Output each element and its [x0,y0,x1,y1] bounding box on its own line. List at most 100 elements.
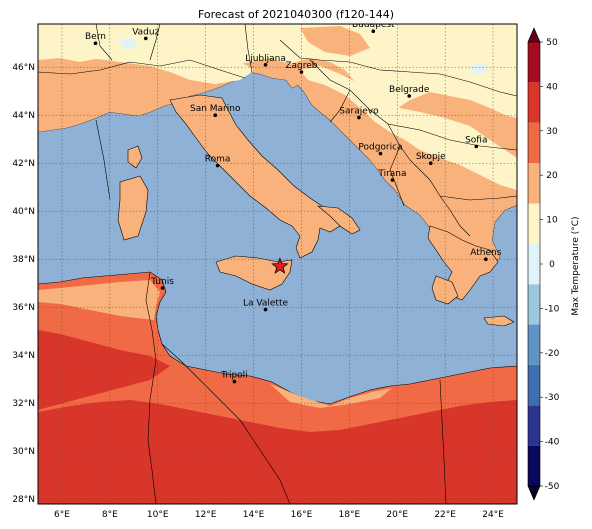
city-dot [371,29,376,33]
colorbar-band [528,284,540,325]
city-dot [213,113,218,117]
colorbar-band [528,122,540,164]
colorbar-band [528,82,540,123]
city-dot [215,163,220,168]
colorbar-band [528,445,540,486]
colorbar-band [528,364,540,406]
freezing-patch [118,38,138,50]
colorbar-band [528,163,540,204]
city-label: Belgrade [389,85,430,95]
crete [483,315,515,327]
x-tick-label: 10°E [147,510,169,520]
city-dot [263,63,268,67]
city-label: Zagreb [285,61,317,71]
colorbar-min-extend [527,485,541,501]
cool-patch-alps [60,32,255,84]
x-tick-label: 12°E [195,510,217,520]
x-tick-label: 14°E [243,510,265,520]
city-label: Tunis [150,277,174,287]
freezing-patch-2 [470,62,488,74]
colorbar-tick-label: 20 [546,171,558,181]
colorbar: -50 -40 -30 -20 -10 0 10 20 30 40 50 [527,27,560,501]
city-label: Podgorica [358,143,402,153]
city-label: Sarajevo [339,107,379,117]
city-label: Tirana [377,169,406,179]
star-marker-icon [271,257,289,274]
city-label: Budapest [352,20,395,30]
city-dot [484,257,488,262]
colorbar-label: Max Temperature (°C) [571,216,581,315]
colorbar-tick-label: 50 [546,38,558,48]
city-dot [263,307,268,312]
x-tick-label: 16°E [291,510,313,520]
city-label: Vaduz [132,27,159,37]
city-dot [93,41,98,45]
city-dot [390,178,395,182]
colorbar-tick-label: 30 [546,127,558,137]
city-dot [378,151,383,156]
colorbar-max-extend [527,27,541,43]
city-label: Bern [85,32,106,42]
city-label: Roma [205,155,231,165]
y-tick-label: 34°N [12,351,35,361]
city-label: Sofia [465,135,487,145]
x-tick-label: 24°E [482,510,504,520]
city-dot [160,286,165,290]
y-tick-label: 36°N [12,303,35,313]
corsica [127,145,143,169]
y-tick-label: 30°N [12,447,35,457]
city-label: Ljubljana [245,54,286,64]
y-tick-label: 28°N [12,495,35,505]
figure-title: Forecast of 2021040300 (f120-144) [198,8,394,21]
city-dot [299,70,304,74]
colorbar-tick-label: -10 [545,304,560,314]
x-axis-ticks: 6°E 8°E 10°E 12°E 14°E 16°E 18°E 20°E 22°E 24°E [54,510,504,520]
africa-coastal-band-2 [270,384,392,408]
x-tick-label: 8°E [102,510,118,520]
x-tick-label: 18°E [339,510,361,520]
gridlines [38,24,517,504]
colorbar-tick-label: -40 [545,438,560,448]
italy-land [169,94,341,259]
city-label: Skopje [416,152,446,162]
y-tick-label: 44°N [12,111,35,121]
cool-patch-northeast [330,24,517,80]
y-tick-label: 42°N [12,159,35,169]
y-tick-label: 46°N [12,63,35,73]
africa-coastal-band [38,280,160,320]
city-dot [474,144,479,149]
x-tick-label: 20°E [386,510,408,520]
city-dot [232,379,237,384]
city-label: La Valette [243,299,288,309]
city-dot [357,115,361,120]
colorbar-tick-label: -20 [545,349,560,359]
city-dot [428,161,433,165]
africa-hot-interior [38,400,517,504]
greece-land [427,225,499,301]
colorbar-tick-label: -30 [545,393,560,403]
city-label: Athens [470,248,501,258]
colorbar-band [528,243,540,285]
colorbar-band [528,203,540,244]
city-dot [143,36,148,41]
x-tick-label: 6°E [54,510,70,520]
y-axis-ticks: 28°N 30°N 32°N 34°N 36°N 38°N 40°N 42°N 44°N 46°N [12,63,35,505]
map-frame [37,23,518,505]
colorbar-tick-label: -50 [545,482,560,492]
city-dot [407,94,412,98]
colorbar-band [528,324,540,365]
colorbar-band [528,42,540,83]
africa-hot-west [38,330,170,410]
y-tick-label: 40°N [12,207,35,217]
city-label: San Marino [190,104,241,114]
colorbar-band [528,405,540,446]
colorbar-tick-label: 40 [546,82,558,92]
country-borders [38,24,517,504]
city-label: Tripoli [220,371,248,381]
y-tick-label: 32°N [12,399,35,409]
y-tick-label: 38°N [12,255,35,265]
sardinia [117,175,149,241]
